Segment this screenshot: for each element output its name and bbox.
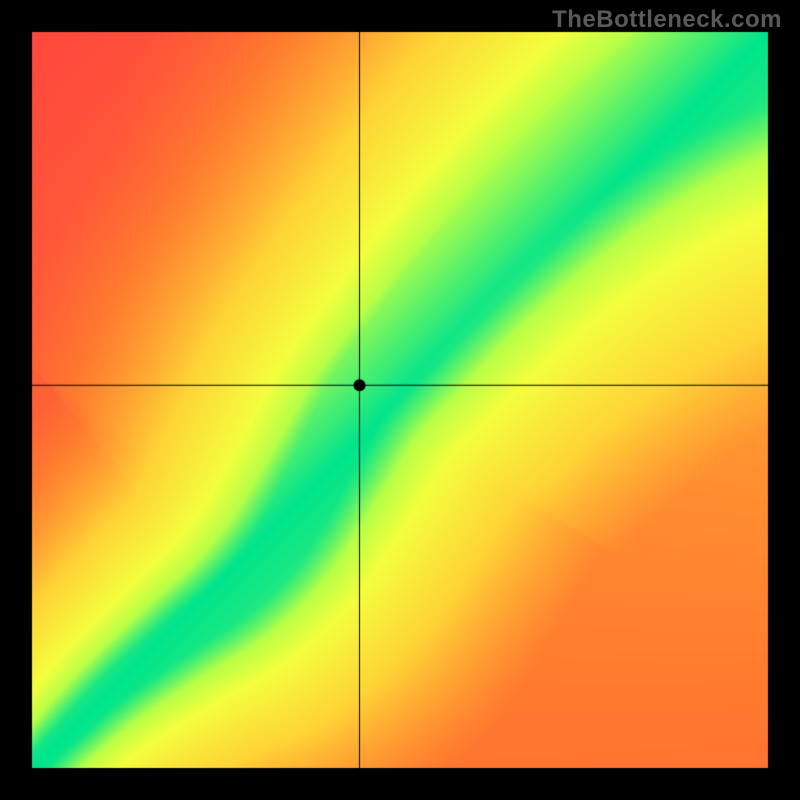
bottleneck-heatmap-canvas [0,0,800,800]
chart-container: TheBottleneck.com [0,0,800,800]
